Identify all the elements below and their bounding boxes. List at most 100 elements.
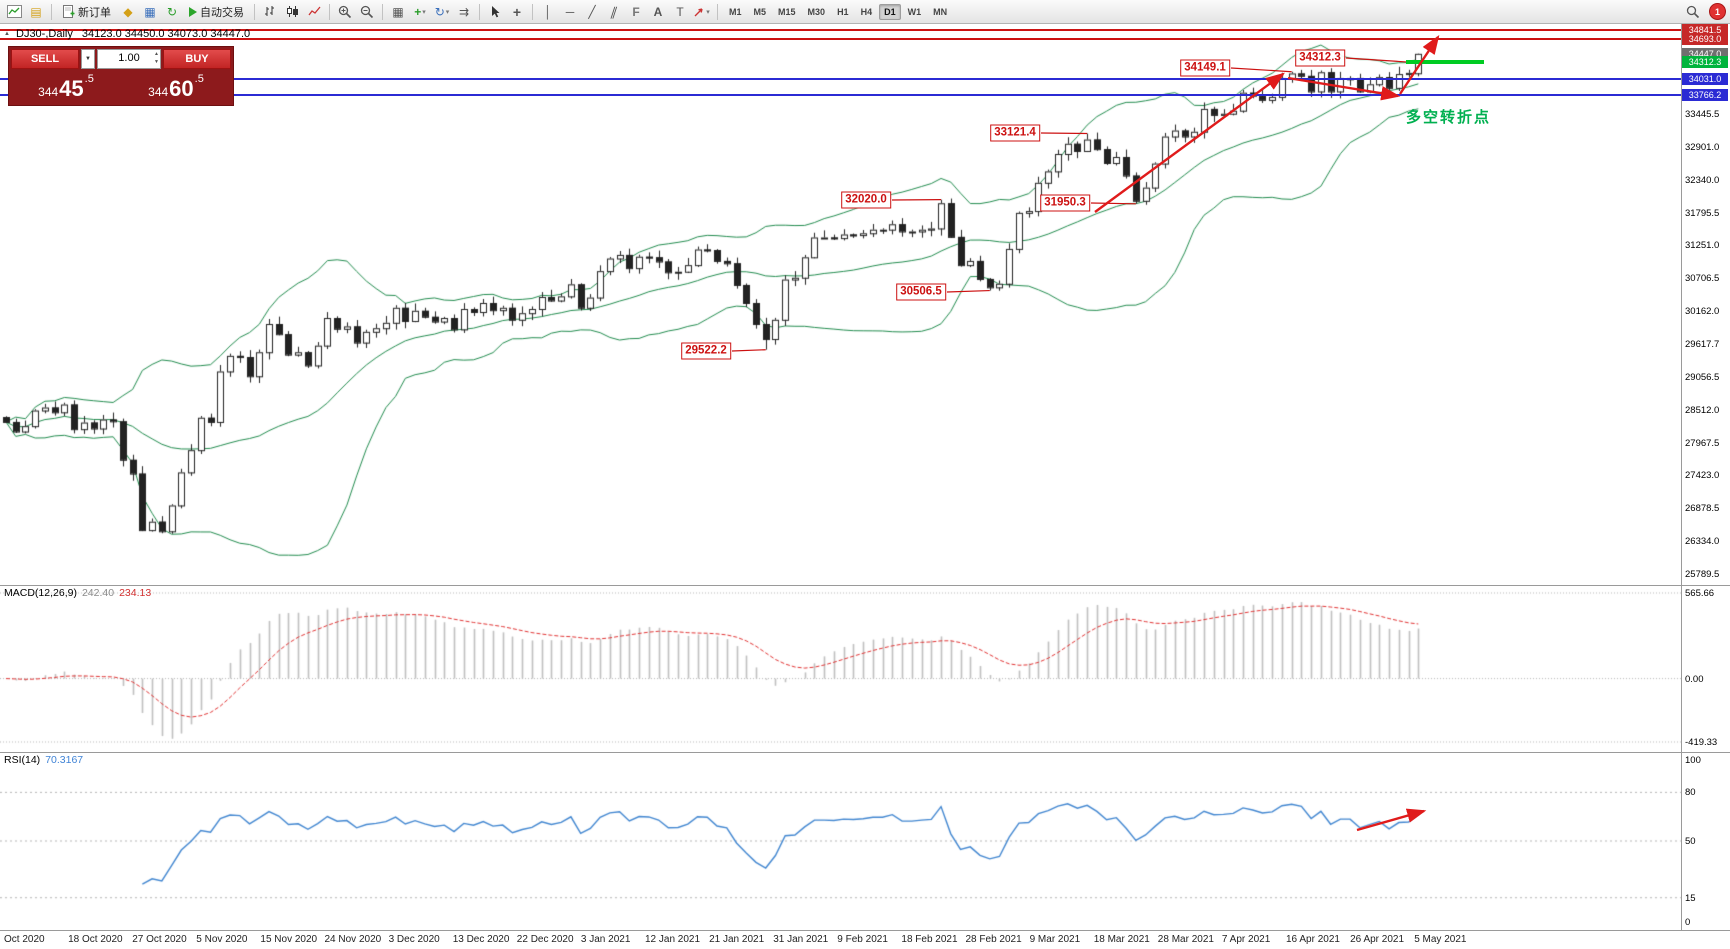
price-callout-29522.2[interactable]: 29522.2: [681, 342, 731, 360]
rsi-axis-label[interactable]: 100: [1685, 755, 1701, 766]
date-axis-label[interactable]: 21 Jan 2021: [709, 934, 765, 945]
timeframe-MN[interactable]: MN: [933, 6, 948, 17]
timeframe-W1[interactable]: W1: [907, 6, 922, 17]
search-icon[interactable]: [1683, 2, 1703, 22]
date-axis-label[interactable]: 15 Nov 2020: [260, 934, 318, 945]
price-axis-label[interactable]: 27967.5: [1685, 437, 1720, 449]
timeframe-D1[interactable]: D1: [879, 3, 901, 20]
volume-input[interactable]: 1.00 ▲ ▼: [97, 49, 161, 69]
sell-button[interactable]: SELL: [11, 49, 79, 69]
price-chart-canvas[interactable]: [0, 24, 1682, 585]
date-axis-label[interactable]: 5 May 2021: [1414, 934, 1467, 945]
date-axis-label[interactable]: 26 Apr 2021: [1350, 934, 1405, 945]
macd-canvas[interactable]: [0, 585, 1682, 752]
trendline-icon[interactable]: ╱: [588, 4, 596, 19]
date-axis-label[interactable]: Oct 2020: [4, 934, 45, 945]
rsi-axis-label[interactable]: 50: [1685, 836, 1696, 847]
date-axis-label[interactable]: 22 Dec 2020: [516, 934, 574, 945]
price-box-resistance-line-2[interactable]: 34693.0: [1682, 33, 1728, 46]
macd-axis-label[interactable]: -419.33: [1685, 737, 1718, 748]
date-axis-label[interactable]: 27 Oct 2020: [132, 934, 187, 945]
rsi-axis-label[interactable]: 0: [1685, 917, 1691, 928]
turning-point-annotation[interactable]: 多空转折点: [1406, 109, 1492, 126]
price-box-green-level[interactable]: 34312.3: [1682, 55, 1728, 68]
date-axis-label[interactable]: 18 Oct 2020: [68, 934, 123, 945]
cycle-icon[interactable]: ↻ ▾: [434, 4, 450, 19]
date-axis-label[interactable]: 31 Jan 2021: [773, 934, 829, 945]
price-axis-label[interactable]: 25789.5: [1685, 568, 1720, 580]
macd-panel[interactable]: MACD(12,26,9) 242.40 234.13: [0, 585, 1682, 752]
notification-badge[interactable]: 1: [1709, 3, 1726, 20]
date-axis-label[interactable]: 24 Nov 2020: [324, 934, 382, 945]
level-line-33766.2[interactable]: [0, 93, 1682, 96]
price-axis-label[interactable]: 32901.0: [1685, 141, 1720, 153]
price-callout-33121.4[interactable]: 33121.4: [990, 124, 1040, 142]
rsi-axis-label[interactable]: 80: [1685, 787, 1696, 799]
price-callout-30506.5[interactable]: 30506.5: [896, 283, 946, 301]
crosshair-icon[interactable]: +: [512, 3, 522, 20]
date-axis-label[interactable]: 3 Dec 2020: [388, 934, 440, 945]
price-box-blue-level-2[interactable]: 33766.2: [1682, 88, 1728, 101]
price-axis[interactable]: 33445.5 32901.0 32340.0 31795.5 31251.0 30706…: [1682, 24, 1730, 930]
panel-divider[interactable]: [0, 585, 1730, 586]
timeframe-M15[interactable]: M15: [778, 6, 796, 17]
date-axis-label[interactable]: 3 Jan 2021: [580, 934, 631, 945]
price-axis-label[interactable]: 27423.0: [1685, 470, 1720, 482]
volume-decrement-button[interactable]: ▼: [81, 49, 95, 69]
green-resistance-segment[interactable]: [1406, 59, 1484, 64]
text-label-icon[interactable]: T: [676, 4, 684, 19]
date-axis-label[interactable]: 9 Mar 2021: [1029, 934, 1081, 945]
chart-shift-icon[interactable]: ⇉: [458, 4, 470, 19]
refresh-icon[interactable]: ↻: [166, 4, 178, 19]
date-axis-label[interactable]: 13 Dec 2020: [452, 934, 510, 945]
price-axis-label[interactable]: 29617.7: [1685, 338, 1720, 350]
one-click-trading-toggle[interactable]: ▲: [4, 31, 10, 37]
volume-spinner[interactable]: ▲ ▼: [154, 51, 159, 65]
rsi-panel[interactable]: RSI(14) 70.3167: [0, 752, 1682, 930]
price-axis-label[interactable]: 26878.5: [1685, 503, 1720, 515]
timeframe-M5[interactable]: M5: [753, 6, 767, 17]
arrow-objects-icon[interactable]: ▾: [692, 2, 712, 22]
text-icon[interactable]: A: [653, 4, 663, 19]
rsi-canvas[interactable]: [0, 752, 1682, 930]
price-axis-label[interactable]: 30162.0: [1685, 306, 1720, 318]
level-line-34841.5[interactable]: [0, 29, 1682, 32]
buy-price[interactable]: 344 60.5: [121, 69, 231, 103]
fibonacci-icon[interactable]: F: [632, 4, 640, 19]
date-axis-label[interactable]: 28 Mar 2021: [1157, 934, 1214, 945]
vertical-line-icon[interactable]: │: [544, 4, 552, 19]
macd-axis-label[interactable]: 0.00: [1685, 673, 1704, 685]
new-order-button[interactable]: 新订单: [57, 2, 116, 22]
price-axis-label[interactable]: 31795.5: [1685, 207, 1720, 219]
zoom-out-icon[interactable]: [357, 2, 377, 22]
date-axis-label[interactable]: 9 Feb 2021: [837, 934, 888, 945]
main-chart-panel[interactable]: ▲ DJ30-,Daily 34123.0 34450.0 34073.0 34…: [0, 24, 1682, 585]
date-axis[interactable]: Oct 2020 18 Oct 2020 27 Oct 2020 5 Nov 2020…: [0, 930, 1730, 949]
price-box-blue-level-1[interactable]: 34031.0: [1682, 72, 1728, 85]
horizontal-line-icon[interactable]: ─: [565, 4, 575, 19]
date-axis-label[interactable]: 16 Apr 2021: [1286, 934, 1340, 945]
cursor-icon[interactable]: [485, 2, 505, 22]
price-callout-34149.1[interactable]: 34149.1: [1180, 59, 1230, 77]
date-axis-label[interactable]: 28 Feb 2021: [965, 934, 1022, 945]
sell-price[interactable]: 344 45.5: [11, 69, 121, 103]
timeframe-H1[interactable]: H1: [837, 6, 849, 17]
price-callout-32020.0[interactable]: 32020.0: [841, 191, 891, 209]
bar-chart-icon[interactable]: [260, 2, 280, 22]
line-chart-icon[interactable]: [304, 2, 324, 22]
level-line-34693[interactable]: [0, 38, 1682, 41]
timeframe-M1[interactable]: M1: [729, 6, 742, 17]
price-callout-34312.3[interactable]: 34312.3: [1295, 49, 1345, 67]
date-axis-label[interactable]: 18 Feb 2021: [901, 934, 958, 945]
timeframe-H4[interactable]: H4: [860, 6, 873, 17]
candlestick-chart-icon[interactable]: [282, 2, 302, 22]
macd-axis-label[interactable]: 565.66: [1685, 588, 1715, 599]
price-axis-label[interactable]: 28512.0: [1685, 404, 1720, 416]
timeframe-M30[interactable]: M30: [807, 6, 826, 17]
new-chart-icon[interactable]: [4, 2, 24, 22]
price-callout-31950.3[interactable]: 31950.3: [1040, 194, 1090, 212]
price-axis-label[interactable]: 31251.0: [1685, 240, 1720, 252]
level-line-34031[interactable]: [0, 77, 1682, 80]
date-axis-label[interactable]: 5 Nov 2020: [196, 934, 248, 945]
rsi-axis-label[interactable]: 15: [1685, 892, 1696, 904]
